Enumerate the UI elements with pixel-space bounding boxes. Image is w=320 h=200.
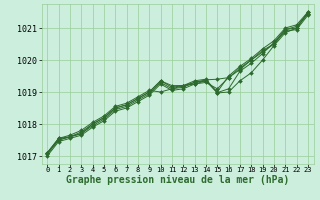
- X-axis label: Graphe pression niveau de la mer (hPa): Graphe pression niveau de la mer (hPa): [66, 175, 289, 185]
